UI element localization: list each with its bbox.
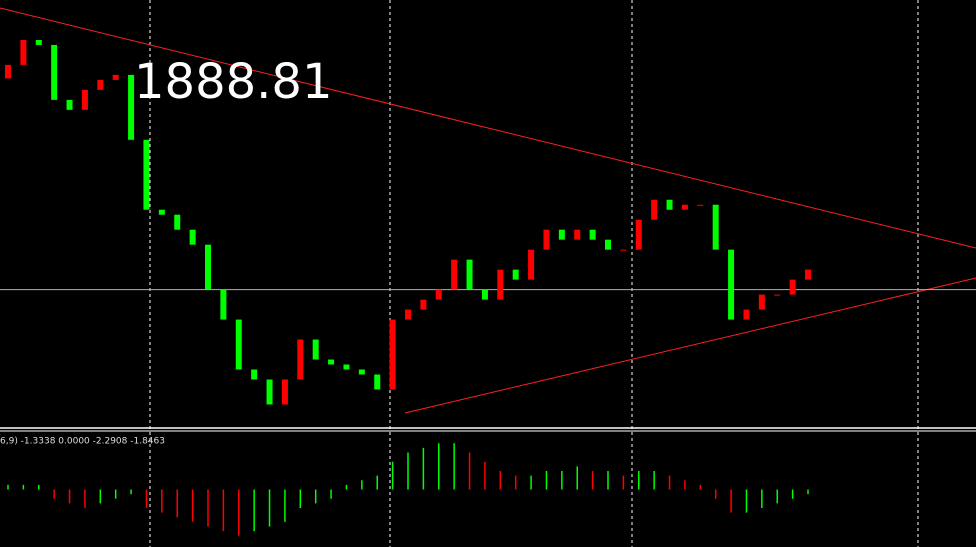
candle-body (558, 229, 565, 240)
vertical-separators (149, 0, 919, 547)
candle-body (451, 259, 458, 290)
marks (0, 39, 976, 536)
candle-body (343, 364, 350, 370)
candle-body (497, 269, 504, 300)
candle-body (81, 89, 88, 110)
candle-body (112, 74, 119, 80)
candle-body (712, 204, 719, 250)
candle-body (143, 139, 150, 210)
candle-body (189, 229, 196, 245)
candle-body (266, 379, 273, 405)
candle-body (251, 369, 258, 380)
candle-body (358, 369, 365, 375)
candle-body (328, 359, 335, 365)
trend-line (0, 7, 976, 249)
candle-body (5, 64, 11, 79)
candle-body (51, 44, 58, 100)
candle-body (635, 219, 642, 250)
candle-body (20, 39, 27, 65)
candle-body (374, 374, 381, 390)
candle-body (589, 229, 596, 240)
candle-body (389, 319, 396, 390)
candle-body (312, 339, 319, 360)
candle-body (789, 279, 796, 295)
candle-body (220, 289, 227, 320)
candle-body (728, 249, 735, 320)
candle-body (466, 259, 473, 290)
candle-body (528, 249, 535, 280)
candle-body (158, 209, 165, 215)
candle-body (543, 229, 550, 250)
candle-body (697, 204, 704, 206)
candle-body (512, 269, 519, 280)
trend-line (404, 277, 976, 414)
indicator-label: 6,9) -1.3338 0.0000 -2.2908 -1.8463 (0, 437, 165, 447)
candle-body (97, 79, 104, 90)
candle-body (205, 244, 211, 290)
candle-body (174, 214, 181, 230)
candle-body (651, 199, 658, 220)
candle-body (743, 309, 750, 320)
candle-body (35, 39, 42, 45)
candle-body (774, 294, 781, 296)
candle-body (66, 99, 73, 110)
price-label: 1888.81 (134, 54, 333, 110)
candle-body (435, 289, 442, 300)
candle-body (420, 299, 427, 310)
candle-body (235, 319, 242, 370)
candle-body (758, 294, 765, 310)
candle-body (605, 239, 611, 250)
candle-body (681, 204, 688, 210)
candle-body (481, 289, 488, 300)
candle-body (128, 74, 135, 140)
candle-body (281, 379, 288, 405)
candle-body (620, 249, 627, 251)
candle-body (805, 269, 811, 280)
candle-body (405, 309, 411, 320)
candle-body (666, 199, 673, 210)
candle-body (574, 229, 581, 240)
candle-body (297, 339, 304, 380)
